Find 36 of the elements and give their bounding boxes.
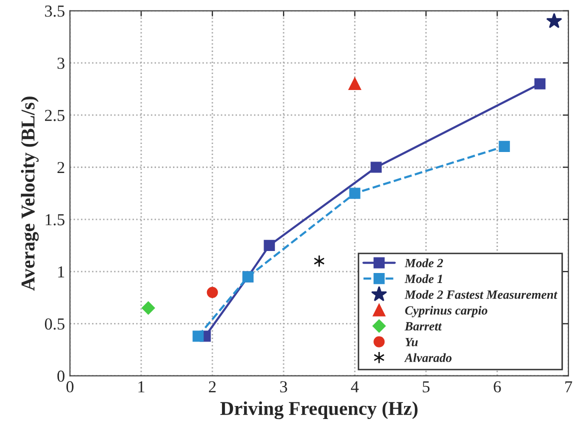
x-axis-title: Driving Frequency (Hz) [220,401,418,420]
y-tick-label: 1.5 [46,214,64,226]
x-tick-label: 6 [494,381,501,392]
y-tick-label: 2 [57,162,64,174]
y-tick-label: 0.5 [44,318,64,330]
point [498,140,510,152]
x-tick-label: 2 [208,381,216,392]
point [348,78,362,90]
point [142,301,155,315]
x-tick-label: 1 [138,381,144,392]
legend-label: Yu [405,338,418,346]
legend-label: Alvarado [404,353,452,362]
legend-label: Mode 1 [404,274,442,284]
point [192,330,204,342]
point [546,12,562,28]
point [314,254,325,268]
x-tick-label: 0 [66,381,74,392]
legend-label: Cyprinus carpio [405,306,488,318]
point [264,240,275,252]
legend-label: Mode 2 Fastest Measurement [404,290,558,299]
y-tick-label: 1 [58,266,64,278]
y-tick-label: 2.5 [44,110,64,122]
legend-label: Mode 2 [404,258,443,268]
point [349,188,360,199]
x-tick-label: 7 [565,381,572,392]
x-tick-label: 3 [280,381,288,392]
y-tick-label: 3.5 [45,6,64,17]
y-tick-label: 0 [57,370,64,382]
legend-label: Barrett [404,322,442,330]
y-tick-label: 3 [58,58,64,69]
x-tick-label: 4 [350,381,359,392]
y-axis-title: Average Velocity (BL/s) [20,96,39,291]
point [206,286,218,298]
point [370,162,382,173]
point [534,78,546,90]
x-tick-label: 5 [422,381,430,392]
